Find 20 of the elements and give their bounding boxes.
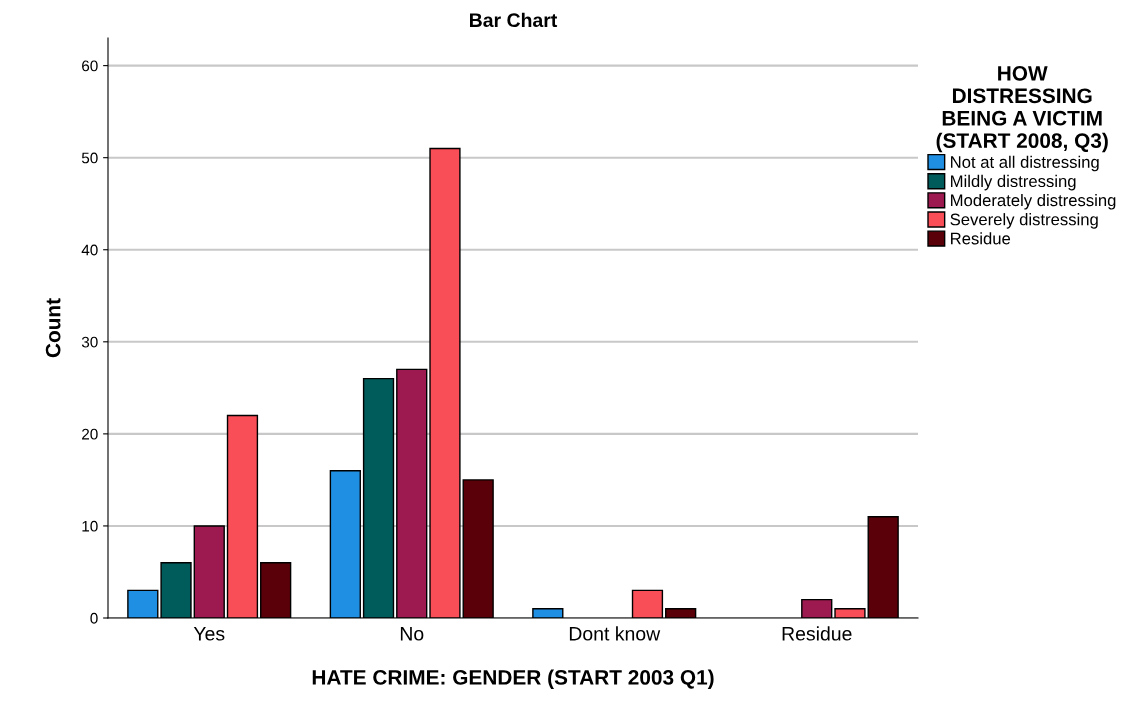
- x-tick-label: Residue: [782, 626, 852, 641]
- legend-label: Residue: [951, 232, 1011, 245]
- x-tick-label: Yes: [193, 627, 225, 641]
- legend-label: Mildly distressing: [951, 174, 1076, 191]
- x-tick-label: No: [400, 627, 424, 641]
- y-tick-label: 30: [81, 336, 98, 348]
- y-tick-label: 10: [82, 520, 98, 532]
- legend-title: HOW DISTRESSING BEING A VICTIM (START 2008, Q3): [936, 65, 1108, 153]
- y-tick-label: 40: [81, 244, 98, 256]
- y-tick-label: 0: [90, 612, 98, 624]
- legend-label: Severely distressing: [950, 213, 1098, 229]
- y-tick-label: 60: [82, 60, 98, 72]
- x-tick-label: Dont know: [569, 626, 661, 641]
- y-tick-label: 20: [82, 428, 98, 440]
- legend-label: Moderately distressing: [951, 193, 1116, 210]
- chart-title: Bar Chart: [470, 12, 558, 28]
- legend-label: Not at all distressing: [951, 155, 1099, 172]
- y-tick-label: 50: [81, 152, 98, 164]
- y-axis-title: Count: [45, 298, 61, 358]
- x-axis-title: HATE CRIME: GENDER (START 2003 Q1): [312, 669, 714, 689]
